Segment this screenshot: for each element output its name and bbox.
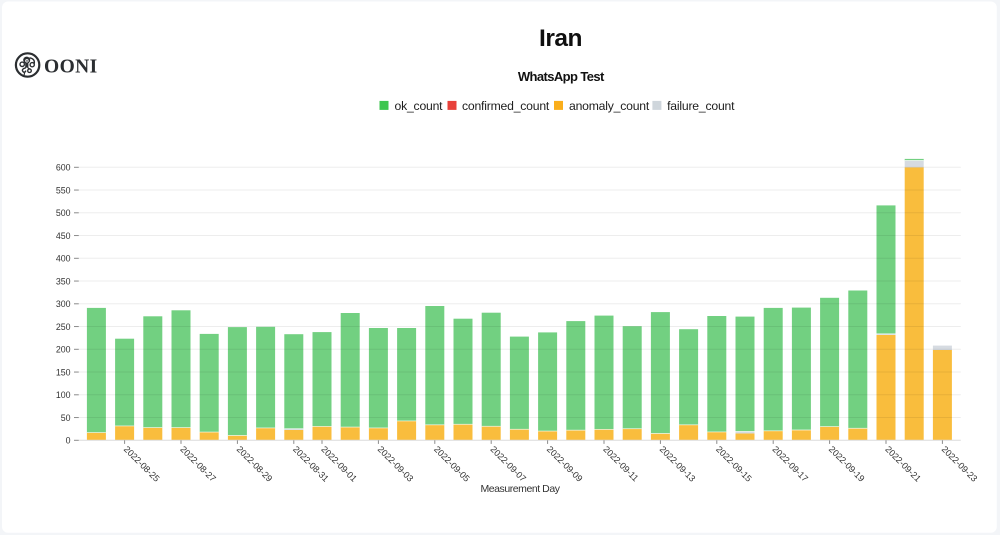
- svg-text:450: 450: [56, 231, 71, 241]
- svg-text:400: 400: [56, 254, 71, 264]
- svg-text:50: 50: [61, 413, 71, 423]
- svg-text:150: 150: [56, 367, 71, 377]
- svg-text:500: 500: [56, 208, 71, 218]
- svg-text:confirmed_count: confirmed_count: [462, 99, 550, 113]
- svg-text:anomaly_count: anomaly_count: [569, 99, 650, 113]
- svg-text:ok_count: ok_count: [395, 99, 444, 113]
- svg-text:300: 300: [56, 299, 71, 309]
- svg-text:200: 200: [56, 345, 71, 355]
- svg-text:100: 100: [56, 390, 71, 400]
- svg-text:Measurement Day: Measurement Day: [480, 483, 560, 495]
- svg-text:WhatsApp Test: WhatsApp Test: [518, 69, 605, 84]
- svg-text:350: 350: [56, 276, 71, 286]
- svg-text:OONI: OONI: [44, 56, 98, 77]
- svg-text:0: 0: [66, 436, 71, 446]
- svg-text:failure_count: failure_count: [667, 99, 735, 113]
- svg-text:550: 550: [56, 185, 71, 195]
- svg-text:250: 250: [56, 322, 71, 332]
- svg-text:Iran: Iran: [539, 25, 582, 52]
- svg-text:600: 600: [56, 163, 71, 173]
